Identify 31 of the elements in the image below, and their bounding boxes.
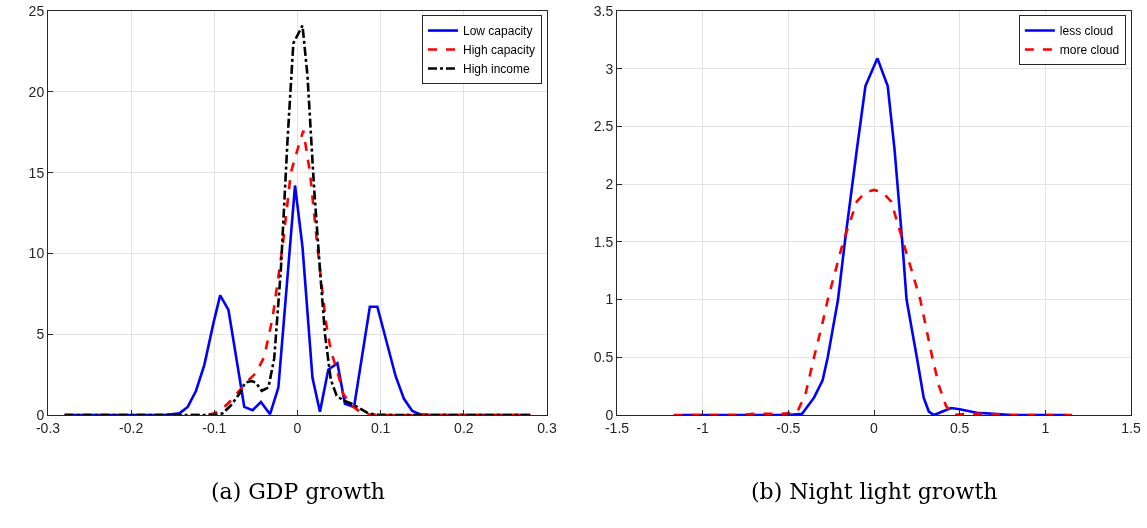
y-tick-label: 20 bbox=[28, 83, 45, 100]
y-tick-label: 3 bbox=[605, 60, 614, 77]
y-tick-label: 1.5 bbox=[593, 233, 614, 250]
y-tick-label: 5 bbox=[36, 326, 45, 343]
x-tick-label: 1.5 bbox=[1121, 419, 1141, 436]
legend-label: Low capacity bbox=[463, 24, 533, 39]
legend-label: more cloud bbox=[1059, 43, 1120, 58]
x-tick-label: -0.1 bbox=[202, 419, 227, 436]
x-tick-label: -0.2 bbox=[119, 419, 144, 436]
legend-label: High income bbox=[463, 62, 531, 77]
y-tick-label: 3.5 bbox=[593, 2, 614, 19]
x-tick-label: 1 bbox=[1041, 419, 1050, 436]
legend-label: less cloud bbox=[1059, 24, 1114, 39]
y-tick-label: 2.5 bbox=[593, 118, 614, 135]
x-tick-label: 0.3 bbox=[537, 419, 557, 436]
x-tick-label: 0.2 bbox=[454, 419, 474, 436]
text: (a) GDP growth bbox=[211, 479, 385, 504]
y-tick-label: 10 bbox=[28, 245, 45, 262]
x-tick-label: 0.5 bbox=[949, 419, 970, 436]
x-tick-label: -1 bbox=[696, 419, 710, 436]
x-tick-label: 0 bbox=[293, 419, 302, 436]
text: (b) Night light growth bbox=[751, 479, 998, 504]
legend-label: High capacity bbox=[463, 43, 536, 58]
y-tick-label: 15 bbox=[28, 164, 45, 181]
x-tick-label: 0 bbox=[870, 419, 879, 436]
y-tick-label: 25 bbox=[28, 2, 45, 19]
y-tick-label: 1 bbox=[605, 291, 614, 308]
y-tick-label: 0.5 bbox=[593, 349, 614, 366]
y-tick-label: 2 bbox=[605, 176, 614, 193]
x-tick-label: 0.1 bbox=[370, 419, 391, 436]
x-tick-label: -0.5 bbox=[776, 419, 801, 436]
